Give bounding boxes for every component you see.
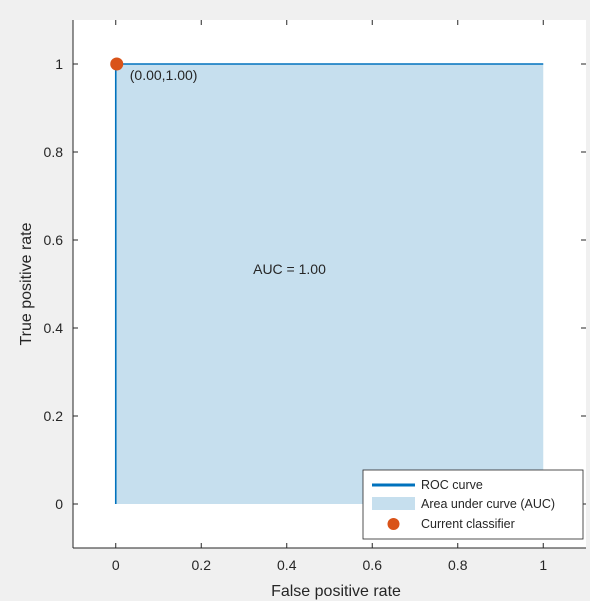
y-tick-label: 0.2 xyxy=(44,408,64,424)
point-annotation: (0.00,1.00) xyxy=(130,67,198,83)
axes xyxy=(72,20,586,549)
auc-area xyxy=(115,64,544,504)
y-tick-label: 0.6 xyxy=(44,232,64,248)
x-axis-label: False positive rate xyxy=(271,583,401,600)
y-tick-label: 0 xyxy=(55,496,63,512)
x-tick-label: 0.8 xyxy=(448,557,468,573)
legend-roc-label: ROC curve xyxy=(421,478,483,492)
legend-classifier-label: Current classifier xyxy=(421,517,515,531)
roc-curve-layer xyxy=(114,63,544,504)
x-tick-label: 0.4 xyxy=(277,557,297,573)
legend-classifier-swatch xyxy=(387,518,400,530)
auc-annotation: AUC = 1.00 xyxy=(253,261,326,277)
tick-layer: 0 0.2 0.4 0.6 0.8 1 0 0.2 0.4 0.6 0.8 1 xyxy=(44,20,586,573)
x-tick-label: 1 xyxy=(539,557,547,573)
current-classifier-layer xyxy=(110,57,124,71)
y-tick-label: 1 xyxy=(55,56,63,72)
current-classifier-point xyxy=(110,57,124,71)
legend-auc-swatch xyxy=(372,497,415,510)
x-tick-label: 0.6 xyxy=(363,557,383,573)
roc-curve-line xyxy=(114,63,544,504)
legend-auc-label: Area under curve (AUC) xyxy=(421,497,555,511)
x-tick-label: 0.2 xyxy=(192,557,212,573)
y-tick-label: 0.8 xyxy=(44,144,64,160)
y-tick-label: 0.4 xyxy=(44,320,64,336)
legend: ROC curve Area under curve (AUC) Current… xyxy=(362,469,584,540)
auc-area-layer xyxy=(115,64,544,504)
x-tick-label: 0 xyxy=(112,557,120,573)
y-axis-label: True positive rate xyxy=(18,222,35,345)
